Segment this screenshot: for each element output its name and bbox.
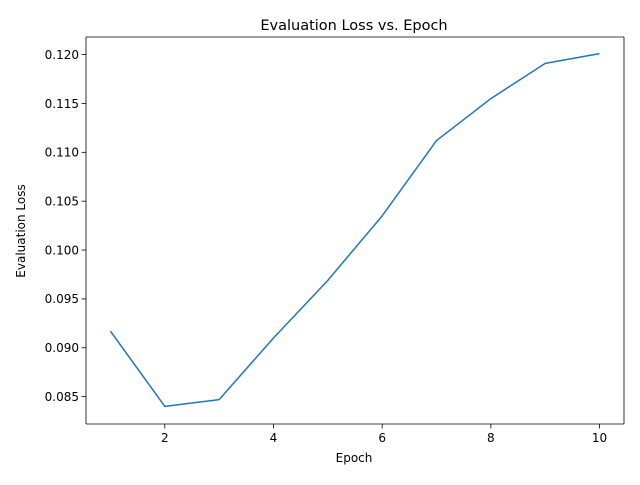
y-tick-label-5: 0.110	[45, 146, 79, 160]
y-tick-label-3: 0.100	[45, 243, 79, 257]
x-tick-label-0: 2	[161, 431, 169, 445]
series-line-0	[109, 52, 600, 408]
plot-area: 2 4 6 8 10 0.085 0.090 0.095 0.100 0.105 0.110 0.11…	[45, 36, 625, 445]
y-axis-label: Evaluation Loss	[14, 184, 28, 277]
x-tick-label-3: 8	[487, 431, 495, 445]
y-tick-label-2: 0.095	[45, 292, 79, 306]
y-tick-label-1: 0.090	[45, 341, 79, 355]
x-tick-label-2: 6	[378, 431, 386, 445]
x-tick-label-1: 4	[270, 431, 278, 445]
y-tick-label-6: 0.115	[45, 97, 79, 111]
x-tick-label-4: 10	[592, 431, 607, 445]
y-tick-label-0: 0.085	[45, 390, 79, 404]
x-axis-label: Epoch	[336, 451, 373, 465]
chart-title: Evaluation Loss vs. Epoch	[260, 18, 447, 34]
y-tick-label-7: 0.120	[45, 48, 79, 62]
y-tick-label-4: 0.105	[45, 194, 79, 208]
